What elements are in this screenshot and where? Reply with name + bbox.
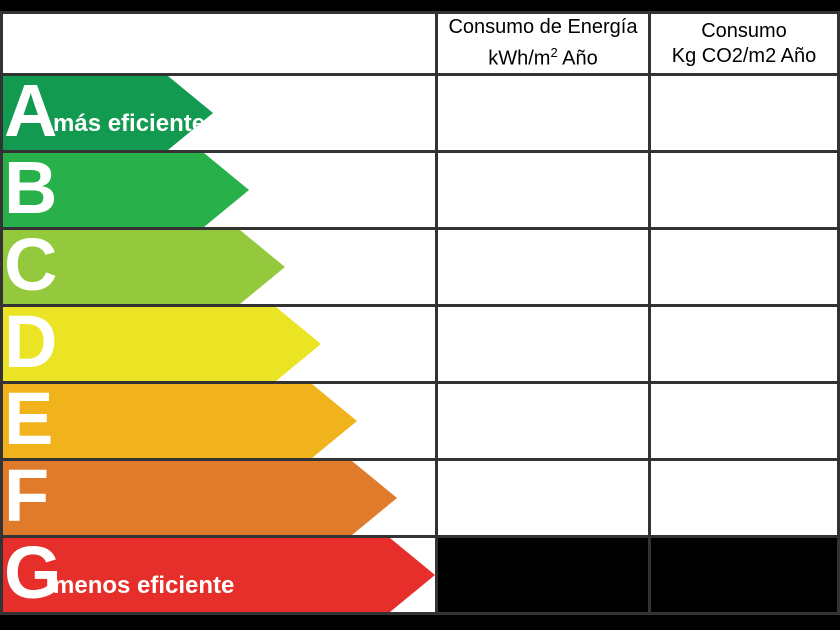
rating-arrow-cell: F — [3, 461, 435, 535]
rating-arrow-shape — [3, 461, 397, 535]
rating-letter: A — [4, 76, 58, 150]
energy-value-cell — [438, 76, 648, 150]
header-rating-column — [3, 14, 435, 73]
rating-arrow — [3, 76, 213, 150]
co2-value-cell — [651, 461, 837, 535]
rating-arrow-shape — [3, 153, 249, 227]
rating-arrow-cell: G menos eficiente — [3, 538, 435, 612]
rating-arrow — [3, 230, 285, 304]
rating-arrow — [3, 461, 397, 535]
rating-arrow-shape — [3, 538, 435, 612]
rating-letter: C — [4, 230, 58, 304]
rating-arrow-cell: B — [3, 153, 435, 227]
header-energy-unit-pre: kWh/m — [488, 47, 551, 70]
header-co2-line1: Consumo — [701, 19, 787, 42]
rating-arrow — [3, 384, 357, 458]
energy-value-cell — [438, 461, 648, 535]
rating-letter: D — [4, 307, 58, 381]
rating-note: menos eficiente — [53, 572, 235, 599]
co2-value-cell — [651, 76, 837, 150]
rating-arrow-shape — [3, 384, 357, 458]
rating-arrow — [3, 538, 435, 612]
co2-value-cell — [651, 153, 837, 227]
rating-letter: F — [4, 461, 50, 535]
rating-arrow — [3, 307, 321, 381]
header-energy-unit-post: Año — [557, 47, 598, 70]
rating-arrow-cell: A más eficiente — [3, 76, 435, 150]
header-energy-unit-sup: 2 — [550, 45, 558, 61]
co2-value-cell — [651, 230, 837, 304]
energy-value-cell — [438, 538, 648, 612]
rating-letter: E — [4, 384, 54, 458]
co2-value-cell — [651, 384, 837, 458]
rating-letter: B — [4, 153, 58, 227]
co2-value-cell — [651, 307, 837, 381]
energy-value-cell — [438, 307, 648, 381]
rating-arrow-shape — [3, 307, 321, 381]
header-energy-line2: kWh/m2 Año — [488, 40, 598, 72]
energy-value-cell — [438, 153, 648, 227]
rating-arrow-cell: D — [3, 307, 435, 381]
rating-arrow-shape — [3, 230, 285, 304]
rating-arrow — [3, 153, 249, 227]
rating-arrow-cell: C — [3, 230, 435, 304]
rating-table: Consumo de Energía kWh/m2 Año Consumo Kg… — [0, 11, 840, 615]
rating-arrow-cell: E — [3, 384, 435, 458]
rating-arrow-shape — [3, 76, 213, 150]
energy-value-cell — [438, 384, 648, 458]
header-energy-column: Consumo de Energía kWh/m2 Año — [438, 14, 648, 73]
co2-value-cell — [651, 538, 837, 612]
header-co2-column: Consumo Kg CO2/m2 Año — [651, 14, 837, 73]
energy-value-cell — [438, 230, 648, 304]
rating-note: más eficiente — [53, 110, 206, 137]
header-energy-line1: Consumo de Energía — [448, 16, 638, 39]
rating-letter: G — [4, 538, 62, 612]
header-co2-line2: Kg CO2/m2 Año — [671, 44, 817, 67]
